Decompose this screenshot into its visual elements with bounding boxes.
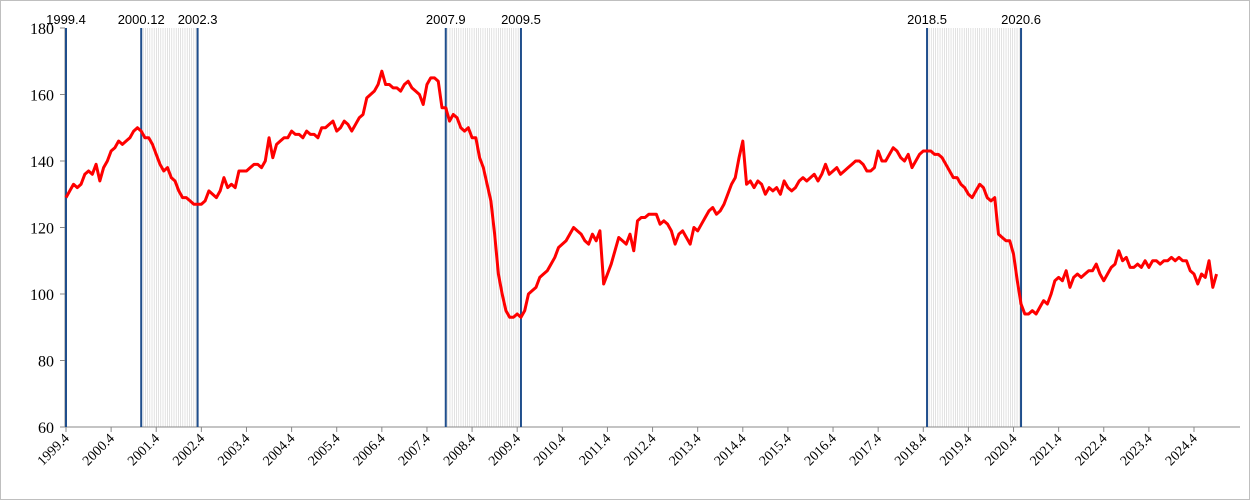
marker-label: 2007.9 [426, 12, 466, 27]
y-tick-label: 160 [30, 88, 54, 105]
y-tick-label: 100 [30, 287, 54, 304]
marker-label: 2018.5 [907, 12, 947, 27]
marker-label: 1999.4 [46, 12, 86, 27]
marker-label: 2009.5 [501, 12, 541, 27]
y-tick-label: 60 [38, 420, 54, 437]
y-tick-label: 80 [38, 354, 54, 371]
data-line [64, 69, 1219, 319]
marker-label: 2020.6 [1001, 12, 1041, 27]
marker-label: 2002.3 [178, 12, 218, 27]
y-tick-label: 180 [30, 21, 54, 38]
y-tick-label: 140 [30, 154, 54, 171]
marker-label: 2000.12 [118, 12, 165, 27]
y-tick-label: 120 [30, 221, 54, 238]
